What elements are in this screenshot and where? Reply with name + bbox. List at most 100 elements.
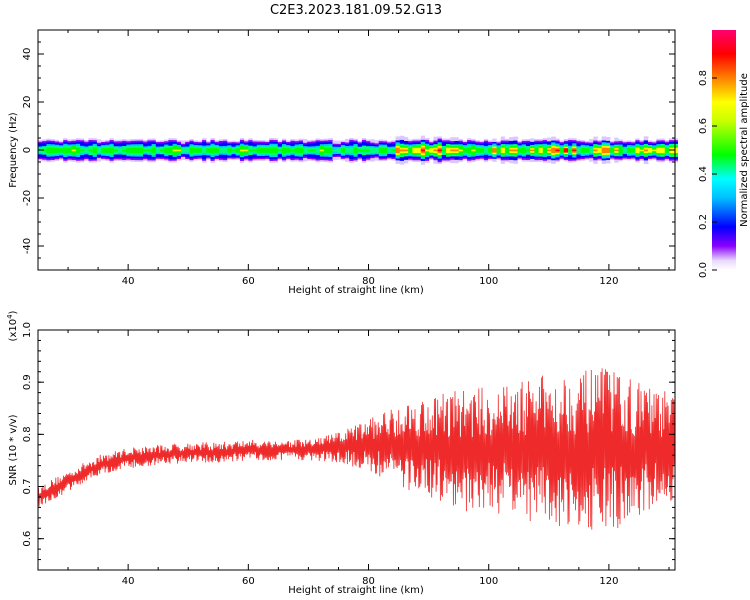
spectrogram-cell [218,137,224,140]
spectrogram-cell [399,152,405,156]
spectrogram-cell [147,149,153,152]
spectrogram-cell [568,152,573,156]
spectrogram-cell [117,144,123,147]
spectrogram-cell [260,157,266,160]
spectrogram-cell [437,150,443,154]
spectrogram-cell [176,152,182,155]
spectrogram-cell [551,158,557,161]
spectrogram-cell [668,156,674,159]
spectrogram-cell [673,139,679,143]
spectrogram-cell [117,154,123,157]
spectrogram-cell [395,158,401,161]
spectrogram-cell [420,137,426,140]
snr-x-ticks: 40 60 80 100 120 [37,330,670,587]
spectrogram-cell [538,150,544,154]
spectrogram-cell [572,150,578,153]
spectrogram-cell [525,149,531,152]
spectrogram-cell [525,156,531,159]
spectrogram-cell [231,140,237,143]
spectrogram-cell [235,147,241,150]
spectrogram-cell [109,154,115,157]
spectrogram-cell [551,138,557,141]
spectrogram-cell [433,150,439,154]
spectrogram-cell [151,152,157,155]
spectrogram-cell [652,158,657,160]
spectrogram-cell [273,137,279,141]
spectrogram-cell [189,156,195,159]
spectrogram-cell [286,156,291,159]
spectrogram-cell [59,150,64,153]
spectrogram-cell [248,137,254,141]
spectrogram-cell [525,143,531,147]
spectrogram-cell [546,154,552,157]
spectrogram-cell [210,160,216,163]
spectrogram-cell [42,154,48,157]
spectrogram-cell [328,137,334,141]
spectrogram-cell [46,154,52,157]
spectrogram-cell [42,152,48,155]
spectrogram-cell [340,152,346,155]
spectrogram-cell [248,136,254,139]
spectrogram-cell [130,152,136,155]
spectrogram-cell [159,146,165,149]
spectrogram-cell [492,149,498,152]
spectrogram-cell [664,141,670,144]
spectrogram-cell [504,161,510,164]
spectrogram-cell [105,149,111,152]
spectrogram-cell [210,150,216,154]
spectrogram-cell [652,153,657,156]
spectrogram-cell [483,161,489,164]
spectrogram-cell [610,155,615,158]
spectrogram-cell [252,141,258,144]
spectrogram-cell [513,161,519,164]
spectrogram-cell [597,147,603,150]
spectrogram-cell [525,157,531,160]
spectrogram-cell [294,159,300,162]
spectrogram-cell [265,149,270,152]
spectrogram-cell [538,143,544,147]
spectrogram-cell [345,142,350,145]
spectrogram-cell [206,144,212,147]
spectrogram-cell [50,152,56,155]
spectrogram-cell [122,154,127,157]
spectrogram-cell [563,138,569,141]
spectrogram-cell [349,162,355,165]
spectrogram-cell [75,152,81,156]
spectrogram-cell [467,135,472,139]
spectrogram-cell [408,152,413,155]
spectrogram-cell [538,161,544,164]
spectrogram-cell [660,158,666,161]
spectrogram-cell [265,140,270,142]
spectrogram-cell [303,149,308,152]
spectrogram-cell [319,145,325,148]
spectrogram-cell [54,152,60,155]
spectrogram-cell [538,145,544,148]
spectrogram-cell [96,144,102,147]
spectrogram-cell [42,145,48,148]
spectrogram-cell [75,149,81,152]
spectrogram-cell [130,156,136,159]
spectrogram-cell [88,135,94,139]
spectrogram-cell [589,161,594,164]
spectrogram-cell [181,149,186,152]
spectrogram-cell [227,152,233,155]
spectrogram-cell [303,154,308,157]
spectrogram-cell [458,149,464,152]
spectrogram-cell [399,143,405,146]
spectrogram-cell [159,147,165,150]
spectrogram-cell [235,156,241,159]
spectrogram-cell [471,145,477,148]
spectrogram-cell [336,146,342,149]
spectrogram-cell [420,150,426,154]
spectrogram-cell [319,147,325,150]
spectrogram-cell [450,145,456,148]
spectrogram-cell [479,140,485,143]
spectrogram-cell [214,139,220,142]
spectrogram-cell [206,152,212,155]
spectrogram-cell [559,146,565,149]
spectrogram-cell [155,138,161,141]
spectrogram-cell [260,145,266,148]
spectrogram-cell [105,139,111,142]
spectrogram-cell [496,152,502,155]
spectrogram-cell [471,159,477,162]
